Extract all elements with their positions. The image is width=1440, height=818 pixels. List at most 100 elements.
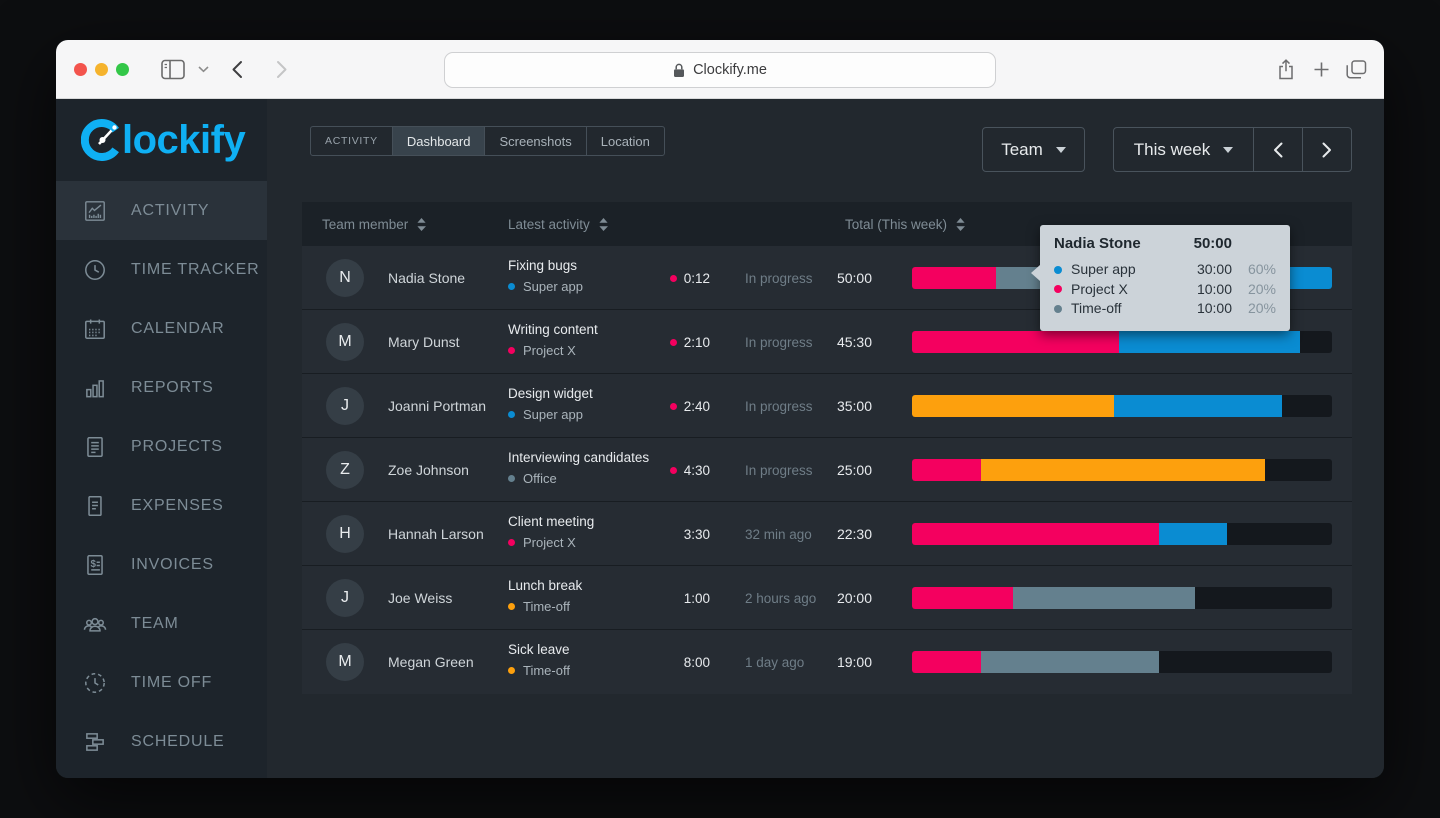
tab-dashboard[interactable]: Dashboard xyxy=(392,127,485,155)
project-name: Office xyxy=(523,471,557,486)
table-row[interactable]: Z Zoe Johnson Interviewing candidates Of… xyxy=(302,438,1352,502)
bar-segment-slate[interactable] xyxy=(981,651,1159,673)
header-total: Total (This week) xyxy=(845,217,947,232)
duration-value: 8:00 xyxy=(684,655,710,670)
duration-value: 1:00 xyxy=(684,591,710,606)
sidebar-item-projects[interactable]: PROJECTS xyxy=(56,417,267,476)
table-row[interactable]: J Joanni Portman Design widget Super app… xyxy=(302,374,1352,438)
time-off-icon xyxy=(81,669,109,697)
time-breakdown-bar[interactable] xyxy=(912,395,1332,417)
tab-overview-icon[interactable] xyxy=(1346,40,1367,99)
sidebar-item-activity[interactable]: ACTIVITY xyxy=(56,181,267,240)
bar-segment-pink[interactable] xyxy=(912,523,1159,545)
bar-segment-blue[interactable] xyxy=(1159,523,1227,545)
table-row[interactable]: J Joe Weiss Lunch break Time-off 1:00 2 … xyxy=(302,566,1352,630)
bar-segment-pink[interactable] xyxy=(912,651,981,673)
activity-title: Interviewing candidates xyxy=(508,450,649,465)
url-text: Clockify.me xyxy=(693,62,767,78)
sidebar-item-expenses[interactable]: EXPENSES xyxy=(56,476,267,535)
sidebar: lockify ACTIVITYTIME TRACKERCALENDARREPO… xyxy=(56,99,267,778)
member-name: Megan Green xyxy=(388,630,474,694)
breakdown-tooltip: Nadia Stone 50:00 Super app30:0060%Proje… xyxy=(1040,225,1290,331)
tab-screenshots[interactable]: Screenshots xyxy=(484,127,585,155)
bar-segment-orange[interactable] xyxy=(981,459,1265,481)
chevron-down-icon[interactable] xyxy=(198,40,209,99)
time-breakdown-bar[interactable] xyxy=(912,331,1332,353)
project-name: Time-off xyxy=(523,663,570,678)
clockify-logo: lockify xyxy=(56,99,267,181)
total-time: 22:30 xyxy=(808,502,872,566)
prev-week-button[interactable] xyxy=(1253,128,1302,171)
header-team-member: Team member xyxy=(322,217,408,232)
duration-value: 4:30 xyxy=(684,463,710,478)
blue-dot-icon xyxy=(1054,266,1062,274)
bar-segment-pink[interactable] xyxy=(912,587,1013,609)
next-week-button[interactable] xyxy=(1302,128,1351,171)
tooltip-item: Super app30:0060% xyxy=(1054,260,1276,280)
tab-location[interactable]: Location xyxy=(586,127,664,155)
team-dropdown-label: Team xyxy=(1001,140,1043,160)
total-time: 35:00 xyxy=(808,374,872,438)
latest-activity: Writing content Project X xyxy=(508,322,598,358)
traffic-lights xyxy=(74,40,129,99)
bar-segment-slate[interactable] xyxy=(1013,587,1196,609)
team-dropdown[interactable]: Team xyxy=(982,127,1085,172)
back-icon[interactable] xyxy=(231,40,243,99)
sort-total[interactable]: Total (This week) xyxy=(845,202,965,246)
lock-icon xyxy=(673,63,685,78)
bar-segment-blue[interactable] xyxy=(1114,395,1282,417)
sort-team-member[interactable]: Team member xyxy=(322,202,426,246)
zoom-window-icon[interactable] xyxy=(116,63,129,76)
timer-dot-icon xyxy=(670,275,677,282)
sidebar-item-label: TIME OFF xyxy=(131,674,212,692)
tooltip-project-time: 10:00 xyxy=(1184,299,1232,319)
minimize-window-icon[interactable] xyxy=(95,63,108,76)
table-row[interactable]: M Megan Green Sick leave Time-off 8:00 1… xyxy=(302,630,1352,694)
bar-segment-pink[interactable] xyxy=(912,267,996,289)
sidebar-item-time-tracker[interactable]: TIME TRACKER xyxy=(56,240,267,299)
tooltip-project-percent: 20% xyxy=(1232,299,1276,319)
sidebar-item-reports[interactable]: REPORTS xyxy=(56,358,267,417)
bar-segment-orange[interactable] xyxy=(912,395,1114,417)
tooltip-items: Super app30:0060%Project X10:0020%Time-o… xyxy=(1054,260,1276,319)
projects-icon xyxy=(81,433,109,461)
new-tab-icon[interactable] xyxy=(1313,40,1330,99)
member-name: Joanni Portman xyxy=(388,374,486,438)
activity-duration: 4:30 xyxy=(652,438,710,502)
bar-segment-pink[interactable] xyxy=(912,459,981,481)
table-row[interactable]: H Hannah Larson Client meeting Project X… xyxy=(302,502,1352,566)
view-tabs-label: ACTIVITY xyxy=(311,127,392,155)
tooltip-total: 50:00 xyxy=(1184,235,1276,252)
duration-value: 3:30 xyxy=(684,527,710,542)
avatar: N xyxy=(326,259,364,297)
avatar: H xyxy=(326,515,364,553)
sidebar-item-team[interactable]: TEAM xyxy=(56,594,267,653)
forward-icon[interactable] xyxy=(276,40,288,99)
latest-activity: Interviewing candidates Office xyxy=(508,450,649,486)
time-breakdown-bar[interactable] xyxy=(912,587,1332,609)
tooltip-project-percent: 60% xyxy=(1232,260,1276,280)
share-icon[interactable] xyxy=(1277,40,1295,99)
time-breakdown-bar[interactable] xyxy=(912,651,1332,673)
sidebar-toggle-icon[interactable] xyxy=(161,40,186,99)
address-bar[interactable]: Clockify.me xyxy=(444,52,996,88)
sort-latest-activity[interactable]: Latest activity xyxy=(508,202,608,246)
sidebar-item-schedule[interactable]: SCHEDULE xyxy=(56,712,267,771)
member-name: Mary Dunst xyxy=(388,310,460,374)
close-window-icon[interactable] xyxy=(74,63,87,76)
activity-title: Writing content xyxy=(508,322,598,337)
activity-duration: 8:00 xyxy=(652,630,710,694)
activity-duration: 3:30 xyxy=(652,502,710,566)
sidebar-item-invoices[interactable]: $INVOICES xyxy=(56,535,267,594)
bar-segment-blue[interactable] xyxy=(1119,331,1300,353)
sidebar-item-calendar[interactable]: CALENDAR xyxy=(56,299,267,358)
latest-activity: Fixing bugs Super app xyxy=(508,258,583,294)
time-breakdown-bar[interactable] xyxy=(912,523,1332,545)
bar-segment-pink[interactable] xyxy=(912,331,1119,353)
browser-toolbar: Clockify.me xyxy=(56,40,1384,99)
period-dropdown[interactable]: This week xyxy=(1114,128,1253,171)
timer-dot-icon xyxy=(670,339,677,346)
time-breakdown-bar[interactable] xyxy=(912,459,1332,481)
sidebar-item-time-off[interactable]: TIME OFF xyxy=(56,653,267,712)
tooltip-item: Project X10:0020% xyxy=(1054,280,1276,300)
